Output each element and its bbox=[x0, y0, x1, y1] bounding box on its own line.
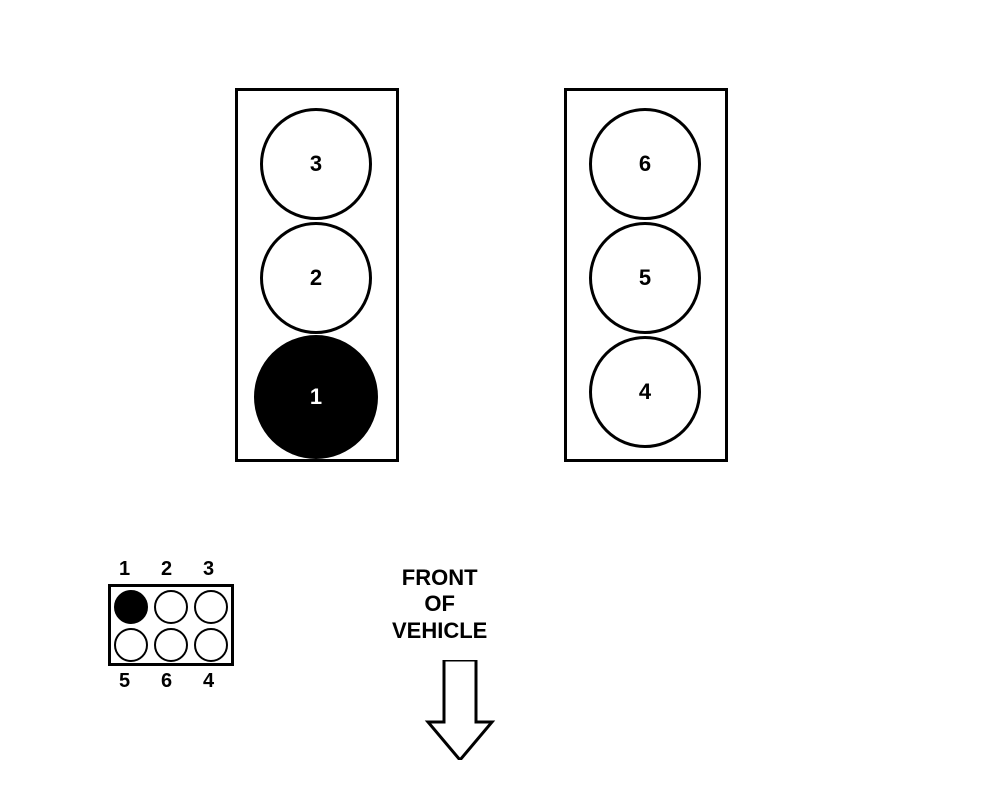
cylinder-5: 5 bbox=[589, 222, 701, 334]
cylinder-2: 2 bbox=[260, 222, 372, 334]
front-of-vehicle-label: FRONT OF VEHICLE bbox=[392, 565, 487, 644]
front-arrow-icon bbox=[420, 660, 500, 760]
coil-circle-4 bbox=[114, 628, 148, 662]
coil-label-bottom-6: 6 bbox=[161, 670, 172, 693]
cylinder-4: 4 bbox=[589, 336, 701, 448]
coil-circle-5 bbox=[154, 628, 188, 662]
coil-label-top-2: 2 bbox=[161, 558, 172, 581]
cylinder-3: 3 bbox=[260, 108, 372, 220]
coil-label-bottom-5: 5 bbox=[119, 670, 130, 693]
coil-label-top-1: 1 bbox=[119, 558, 130, 581]
coil-label-top-3: 3 bbox=[203, 558, 214, 581]
coil-circle-3 bbox=[194, 590, 228, 624]
cylinder-1: 1 bbox=[254, 335, 378, 459]
coil-circle-2 bbox=[154, 590, 188, 624]
cylinder-6: 6 bbox=[589, 108, 701, 220]
coil-label-bottom-4: 4 bbox=[203, 670, 214, 693]
coil-circle-1 bbox=[114, 590, 148, 624]
coil-circle-6 bbox=[194, 628, 228, 662]
